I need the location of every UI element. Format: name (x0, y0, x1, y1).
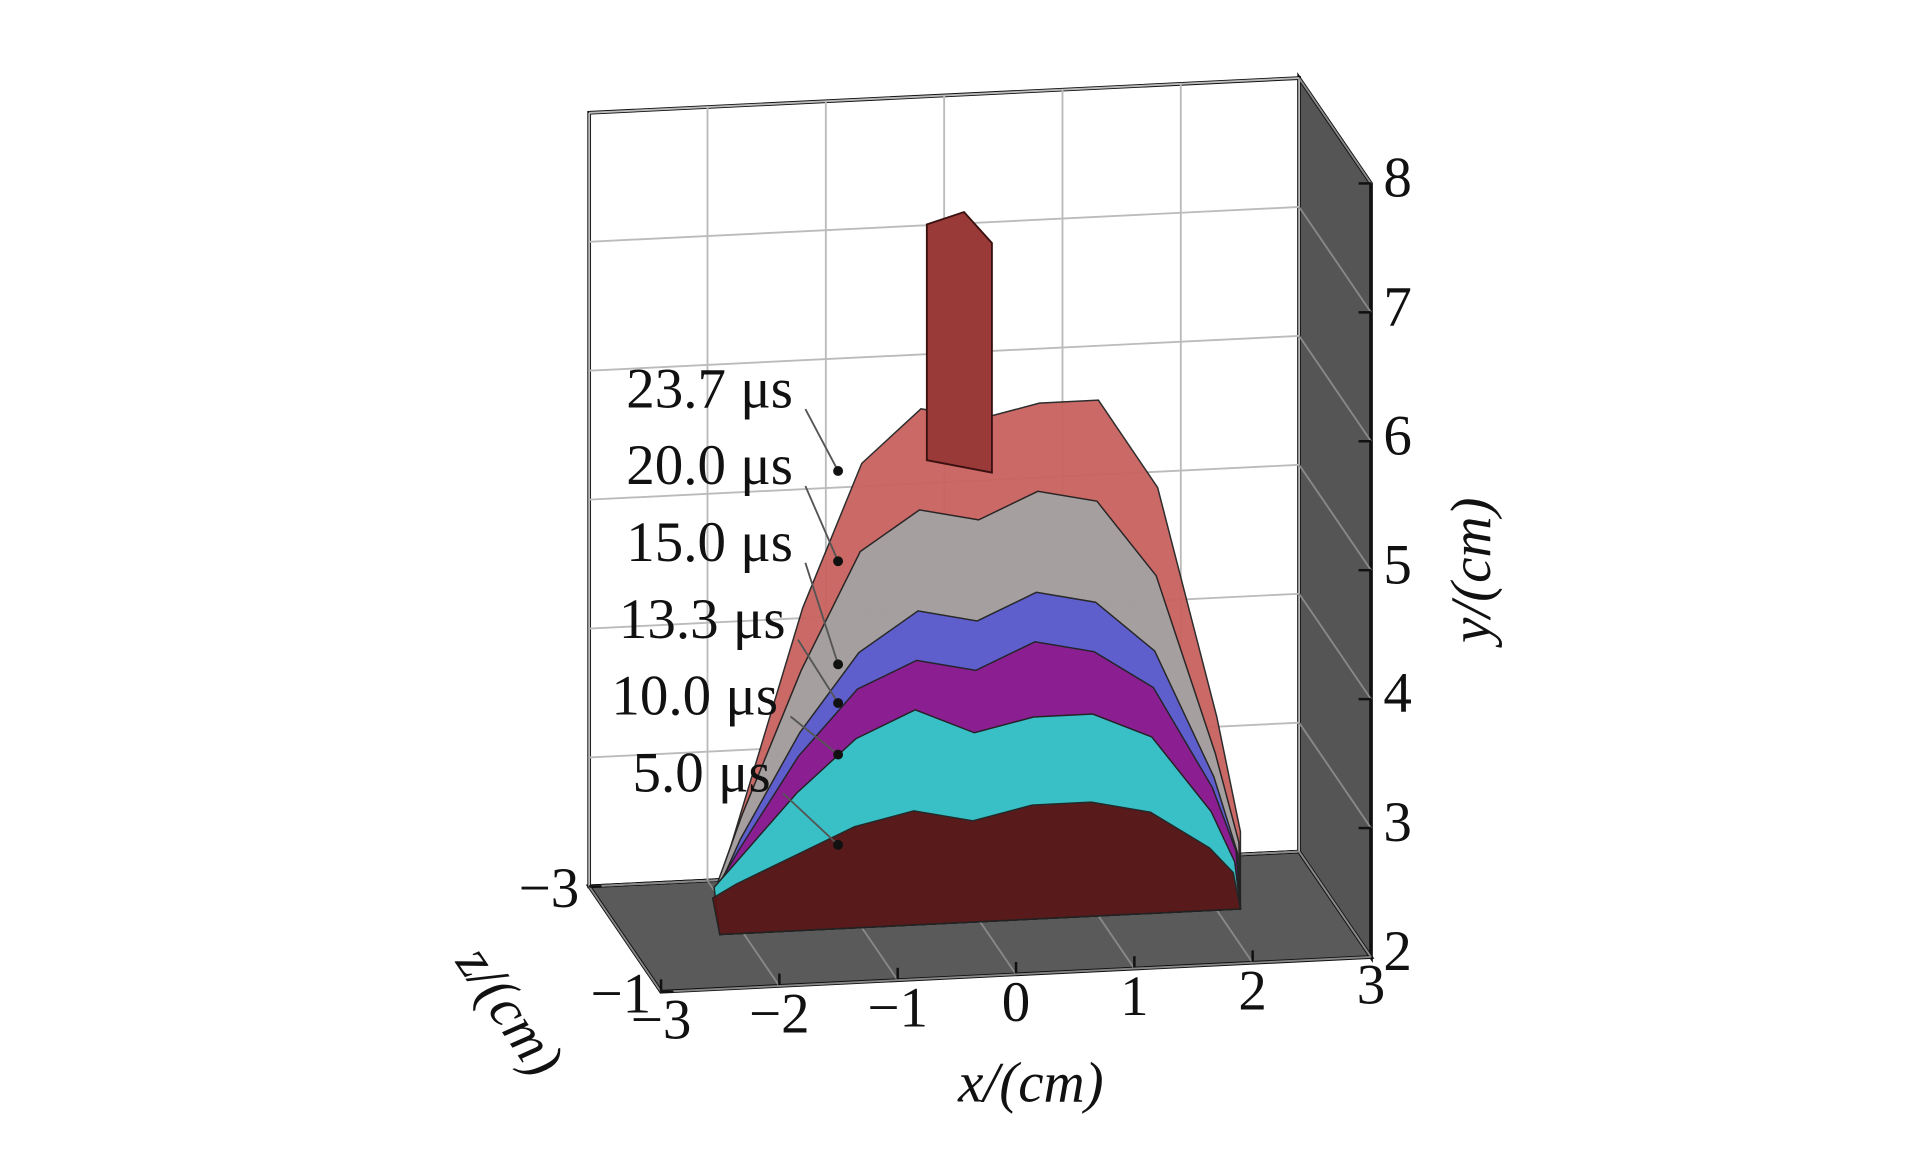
leader-dot (833, 698, 844, 708)
grid-line (1298, 206, 1372, 313)
grid-line (1298, 464, 1372, 571)
series-label: 13.3 μs (619, 588, 786, 651)
leader-line (804, 408, 839, 472)
leader-dot (833, 749, 844, 760)
series-label: 5.0 μs (632, 742, 770, 805)
grid-line (1298, 77, 1372, 184)
y-tick-label: 3 (1383, 791, 1411, 854)
z-axis-label: z/(cm) (444, 933, 576, 1087)
leader-dot (833, 839, 844, 850)
x-tick-label: 2 (1238, 959, 1266, 1022)
series-label: 20.0 μs (626, 434, 793, 497)
y-tick-label: 4 (1383, 662, 1411, 725)
leader-line (789, 715, 839, 756)
x-tick-label: −3 (631, 988, 692, 1051)
grid-line (1298, 851, 1372, 958)
y-tick-label: 2 (1383, 920, 1411, 983)
surface-body (711, 801, 1242, 936)
series-label: 10.0 μs (611, 665, 778, 728)
y-axis-label: y/(cm) (1440, 497, 1503, 648)
grid-line (1298, 722, 1372, 829)
x-tick-label: −1 (867, 977, 928, 1040)
leader-dot (833, 556, 844, 567)
grid-line (660, 956, 1372, 993)
series-label: 15.0 μs (626, 511, 793, 574)
jet-spike (925, 210, 993, 474)
leader-line (782, 792, 839, 846)
z-tick-label: −1 (590, 962, 651, 1025)
z-tick-label: −3 (519, 857, 580, 920)
x-tick-label: 3 (1357, 954, 1385, 1017)
x-tick-label: 1 (1120, 965, 1148, 1028)
leader-dot (833, 659, 844, 670)
y-tick-label: 7 (1383, 275, 1411, 338)
leader-line (804, 562, 839, 665)
y-tick-label: 6 (1383, 404, 1411, 467)
leader-line (797, 639, 839, 704)
grid-line (1298, 335, 1372, 442)
grid-line (1298, 593, 1372, 700)
grid-line (588, 885, 662, 993)
x-axis-label: x/(cm) (957, 1051, 1104, 1114)
leader-line (804, 485, 839, 562)
x-tick-label: 0 (1002, 971, 1030, 1034)
leader-dot (833, 466, 844, 476)
grid-line (589, 77, 1300, 114)
series-label: 23.7 μs (626, 357, 793, 420)
y-tick-label: 5 (1383, 533, 1411, 596)
x-tick-label: −2 (749, 983, 810, 1046)
y-tick-label: 8 (1383, 146, 1411, 209)
